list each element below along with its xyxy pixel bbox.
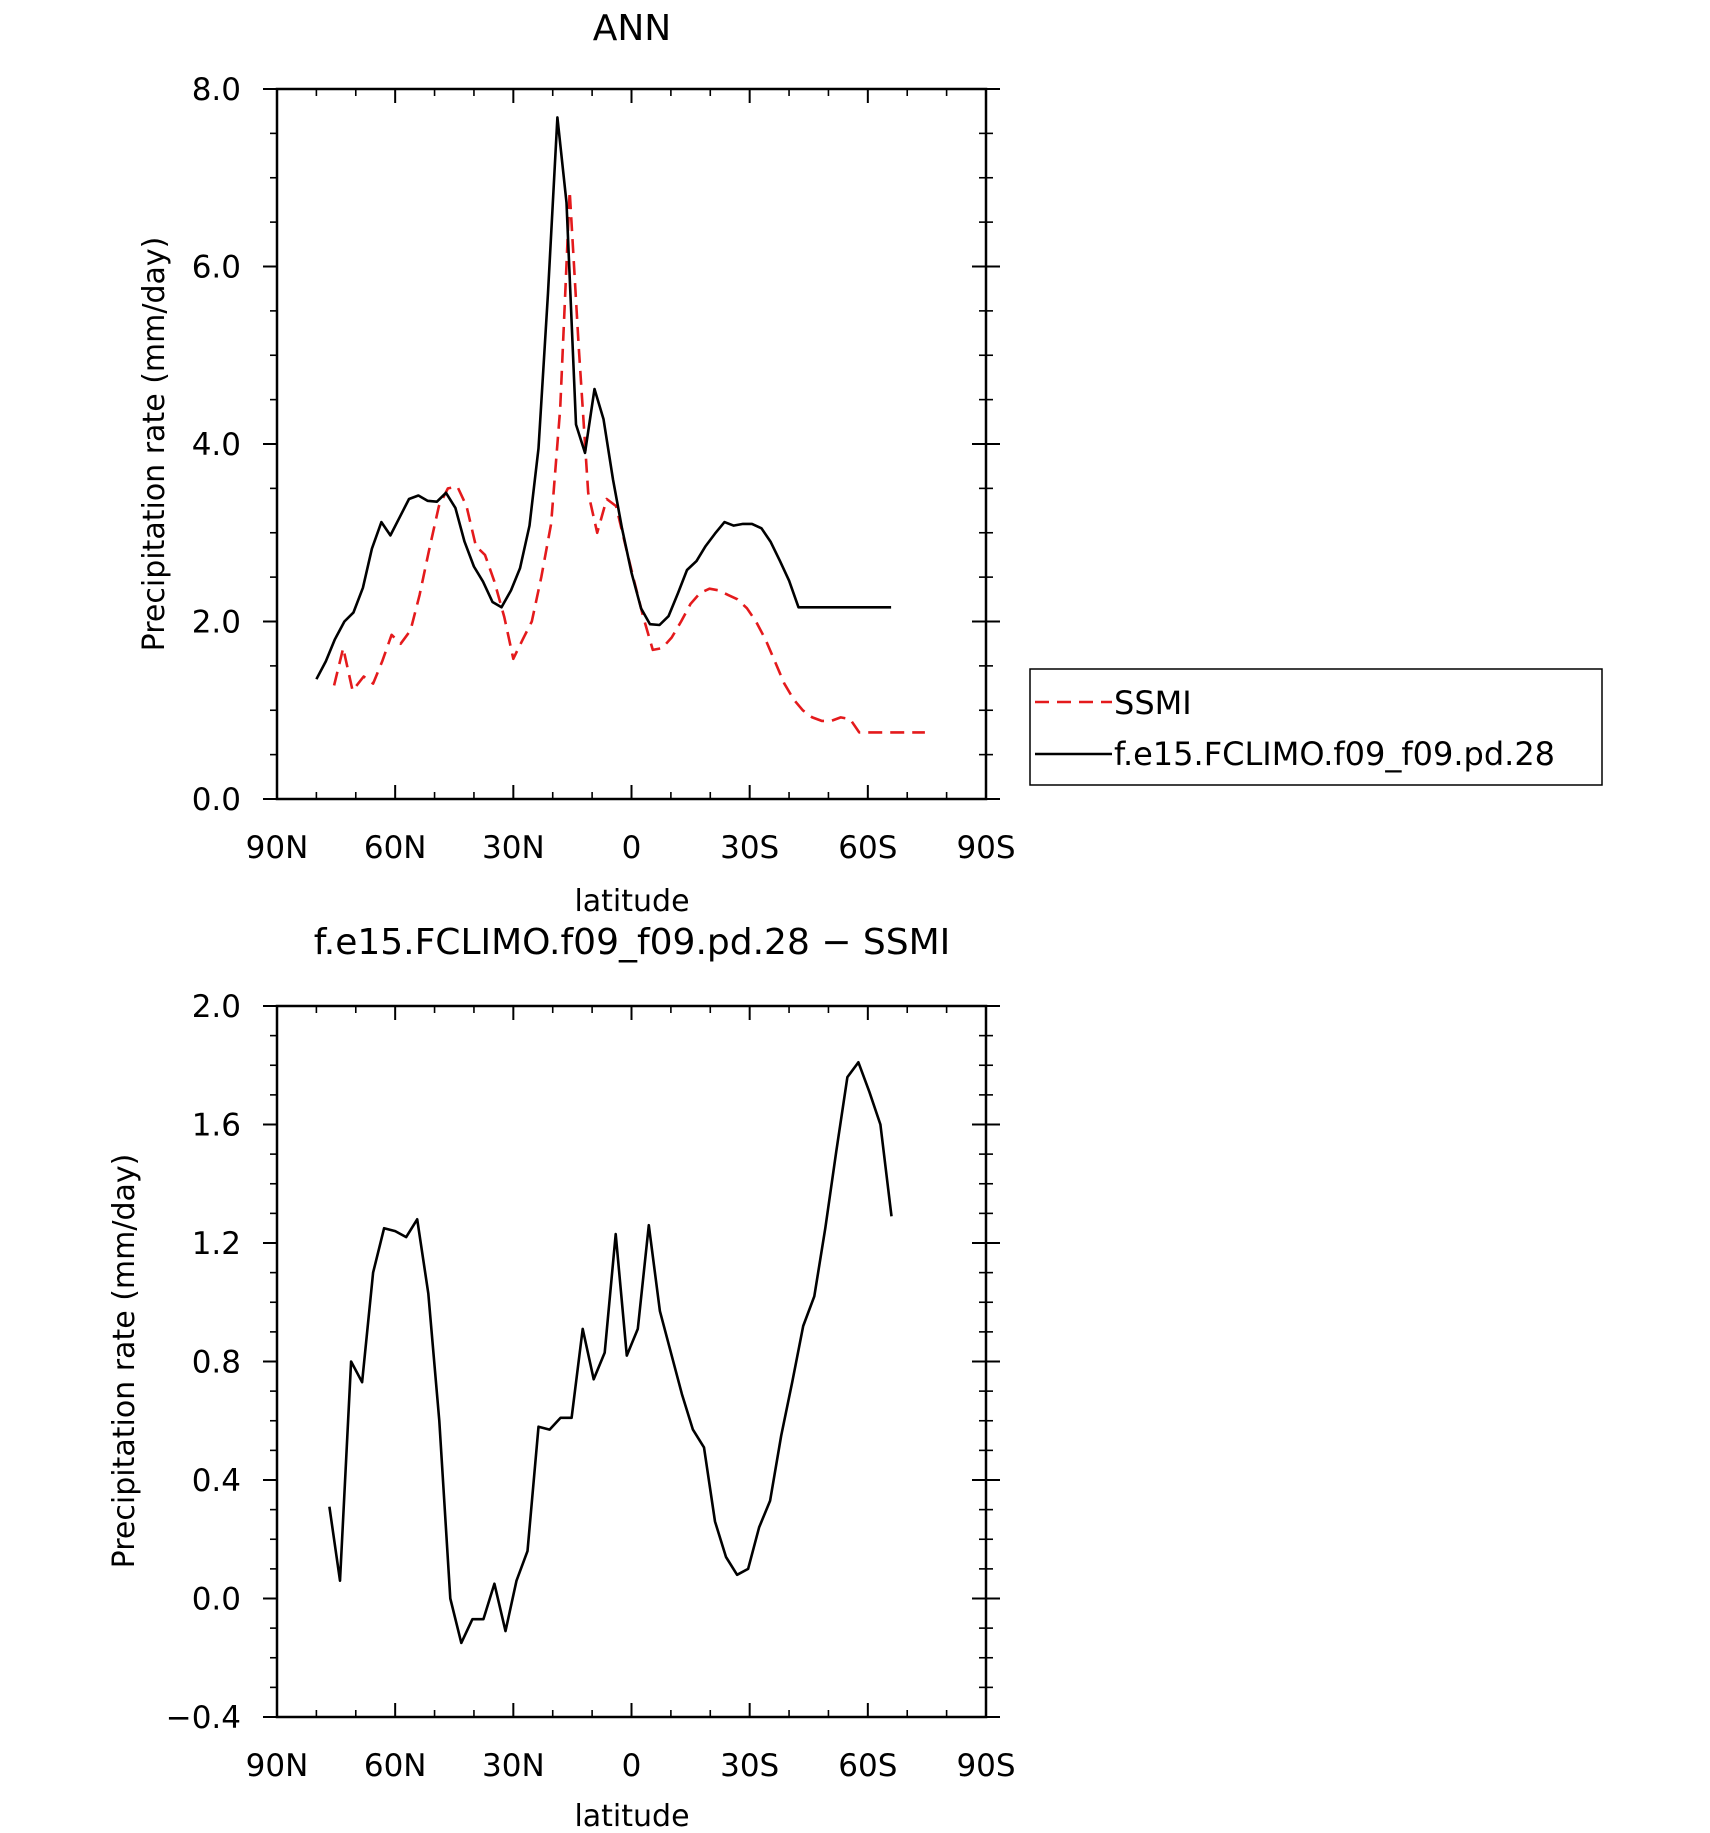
bottom-series-difference-line — [328, 1061, 893, 1645]
bottom-y-tick-label: −0.4 — [166, 1700, 241, 1736]
legend: SSMI f.e15.FCLIMO.f09_f09.pd.28 — [1029, 668, 1603, 786]
top-x-tick-label: 30N — [482, 830, 545, 866]
top-y-tick-label: 4.0 — [192, 427, 241, 463]
bottom-y-tick-label: 0.4 — [192, 1463, 241, 1499]
bottom-y-axis-label: Precipitation rate (mm/day) — [107, 1154, 142, 1569]
bottom-y-tick-label: 0.8 — [192, 1345, 241, 1381]
top-series-ssmi-line — [332, 189, 925, 734]
top-title: ANN — [593, 8, 672, 49]
top-x-tick-label: 60S — [838, 830, 897, 866]
top-x-tick-label: 90N — [246, 830, 309, 866]
bottom-x-tick-label: 30S — [720, 1748, 779, 1784]
top-x-tick-label: 60N — [364, 830, 427, 866]
bottom-y-tick-label: 1.6 — [192, 1108, 241, 1144]
bottom-y-tick-label: 0.0 — [192, 1582, 241, 1618]
bottom-x-tick-labels: 90N 60N 30N 0 30S 60S 90S — [246, 1748, 1016, 1784]
top-y-tick-label: 8.0 — [192, 72, 241, 108]
bottom-x-tick-label: 0 — [622, 1748, 642, 1784]
bottom-x-tick-label: 60N — [364, 1748, 427, 1784]
top-series — [315, 116, 925, 734]
bottom-y-tick-label: 2.0 — [192, 989, 241, 1025]
bottom-series — [328, 1061, 893, 1645]
bottom-x-tick-label: 30N — [482, 1748, 545, 1784]
top-ticks — [263, 88, 1000, 800]
top-series-f-e15-fclimo-f09-f09-pd-28-line — [315, 116, 892, 680]
top-plot-frame — [275, 87, 988, 801]
bottom-y-tick-label: 1.2 — [192, 1226, 241, 1262]
top-y-tick-label: 0.0 — [192, 782, 241, 818]
bottom-x-tick-label: 90S — [956, 1748, 1015, 1784]
bottom-title: f.e15.FCLIMO.f09_f09.pd.28 − SSMI — [314, 922, 951, 963]
legend-box — [1029, 668, 1603, 786]
bottom-x-tick-label: 60S — [838, 1748, 897, 1784]
top-x-tick-labels: 90N 60N 30N 0 30S 60S 90S — [246, 830, 1016, 866]
top-x-tick-label: 0 — [622, 830, 642, 866]
top-y-tick-label: 6.0 — [192, 250, 241, 286]
top-x-tick-label: 90S — [956, 830, 1015, 866]
legend-label-model: f.e15.FCLIMO.f09_f09.pd.28 — [1114, 735, 1555, 773]
top-y-axis-label: Precipitation rate (mm/day) — [137, 237, 172, 652]
bottom-ticks — [263, 1005, 1000, 1718]
bottom-x-axis-label: latitude — [574, 1799, 689, 1833]
bottom-plot-frame — [275, 1004, 988, 1719]
legend-label-ssmi: SSMI — [1114, 684, 1192, 722]
bottom-panel: f.e15.FCLIMO.f09_f09.pd.28 − SSMI 90N 60N… — [107, 922, 1016, 1833]
top-y-tick-label: 2.0 — [192, 605, 241, 641]
top-y-tick-labels: 0.0 2.0 4.0 6.0 8.0 — [192, 72, 241, 818]
top-x-tick-label: 30S — [720, 830, 779, 866]
bottom-y-tick-labels: −0.4 0.0 0.4 0.8 1.2 1.6 2.0 — [166, 989, 241, 1736]
top-panel: ANN 90N 60N 30N 0 30S 60S 90S 0.02.04.06.08.0 … — [137, 8, 1016, 919]
top-x-axis-label: latitude — [574, 884, 689, 919]
bottom-x-tick-label: 90N — [246, 1748, 309, 1784]
